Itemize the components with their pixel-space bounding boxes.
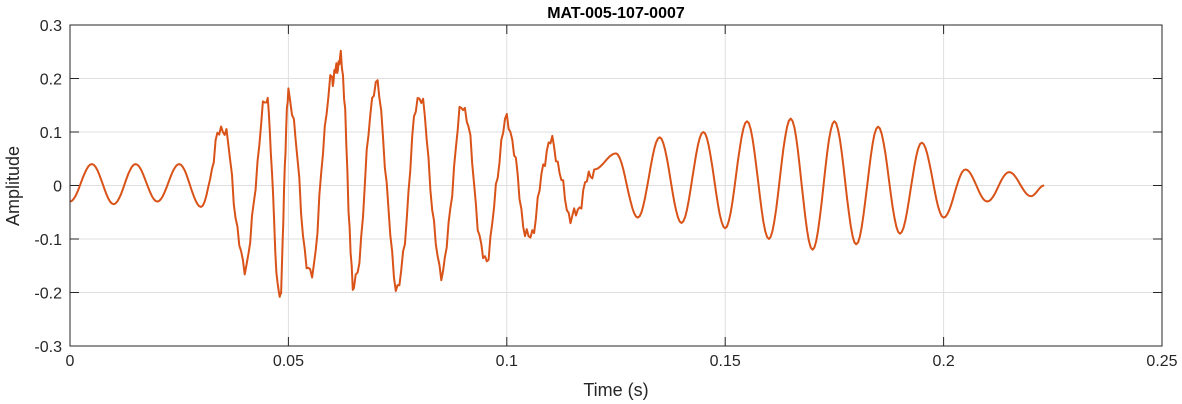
signal-line <box>69 49 1045 298</box>
y-axis-label: Amplitude <box>3 146 23 226</box>
y-tick-label: 0.2 <box>40 72 62 89</box>
y-tick-label: 0.1 <box>40 125 62 142</box>
x-tick-label: 0 <box>66 353 75 370</box>
x-tick-label: 0.05 <box>273 353 304 370</box>
x-tick-label: 0.1 <box>496 353 518 370</box>
x-tick-label: 0.15 <box>710 353 741 370</box>
y-tick-label: -0.2 <box>34 286 62 303</box>
chart-title: MAT-005-107-0007 <box>547 5 685 22</box>
y-tick-label: 0.3 <box>40 18 62 35</box>
y-tick-label: 0 <box>53 179 62 196</box>
x-tick-label: 0.2 <box>932 353 954 370</box>
x-axis-label: Time (s) <box>583 380 648 400</box>
y-tick-label: -0.1 <box>34 232 62 249</box>
x-tick-label: 0.25 <box>1146 353 1177 370</box>
y-tick-label: -0.3 <box>34 339 62 356</box>
axes: 0 0.05 0.1 0.15 0.2 0.25 -0.3 -0.2 -0.1 0 0.1 0.2 0.… <box>34 18 1177 370</box>
